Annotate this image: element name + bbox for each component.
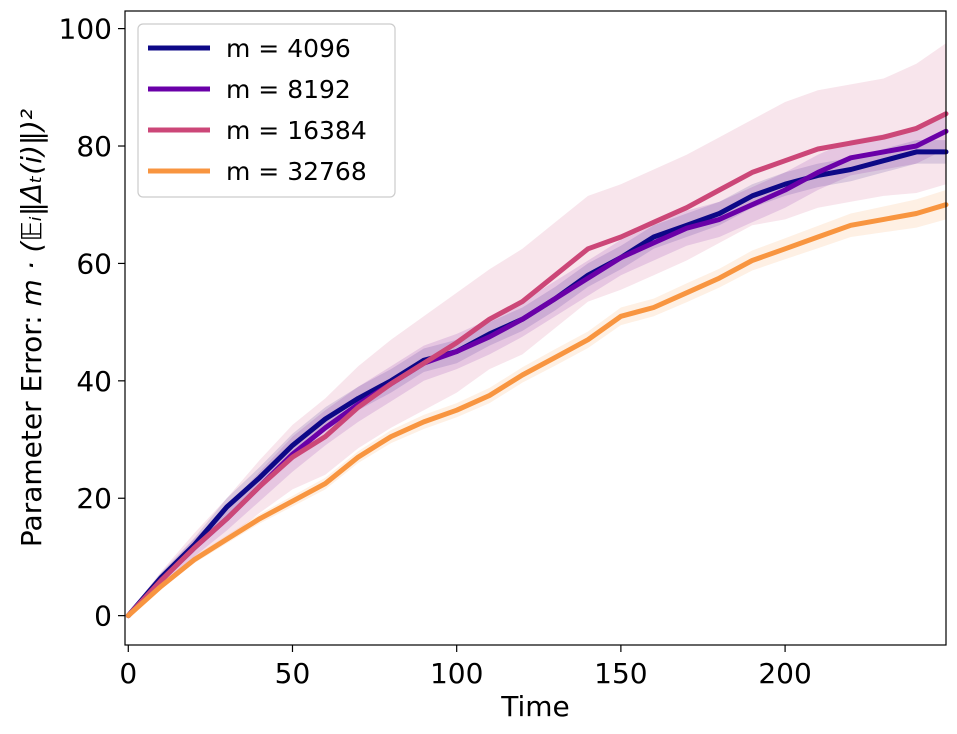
x-axis-label: Time: [500, 690, 570, 723]
y-tick-label: 60: [76, 247, 112, 280]
x-axis-ticks: 0 50 100 150 200: [119, 645, 812, 690]
series-line-0: [125, 149, 949, 619]
plot-area-frame: [124, 10, 947, 646]
series-line-3: [125, 202, 949, 619]
y-tick-label: 0: [94, 600, 112, 633]
y-tick-label: 40: [76, 365, 112, 398]
x-tick-label: 0: [119, 657, 137, 690]
series-band-2: [128, 43, 947, 619]
y-axis-label: Parameter Error: m · (𝔼ᵢ‖Δₜ(i)‖)²: [15, 109, 48, 547]
legend-frame: [137, 23, 396, 198]
legend-label-0: m = 4096: [226, 34, 351, 63]
y-tick-label: 20: [76, 482, 112, 515]
y-axis-ticks: 0 20 40 60 80 100: [59, 13, 125, 633]
y-axis-label-math: m · (𝔼ᵢ‖Δₜ(i)‖)²: [15, 109, 48, 307]
x-tick-label: 100: [430, 657, 483, 690]
legend-label-2: m = 16384: [226, 116, 367, 145]
series-lines: [125, 111, 949, 619]
x-tick-label: 200: [758, 657, 811, 690]
y-tick-label: 100: [59, 13, 112, 46]
series-line-2: [125, 111, 949, 619]
x-tick-label: 150: [594, 657, 647, 690]
y-tick-label: 80: [76, 130, 112, 163]
series-band-0: [128, 140, 947, 619]
legend: m = 4096 m = 8192 m = 16384 m = 32768: [137, 23, 396, 198]
x-tick-label: 50: [275, 657, 311, 690]
series-band-3: [128, 190, 947, 618]
legend-label-3: m = 32768: [226, 157, 367, 186]
y-axis-label-prefix: Parameter Error:: [15, 306, 48, 547]
legend-label-1: m = 8192: [226, 75, 351, 104]
